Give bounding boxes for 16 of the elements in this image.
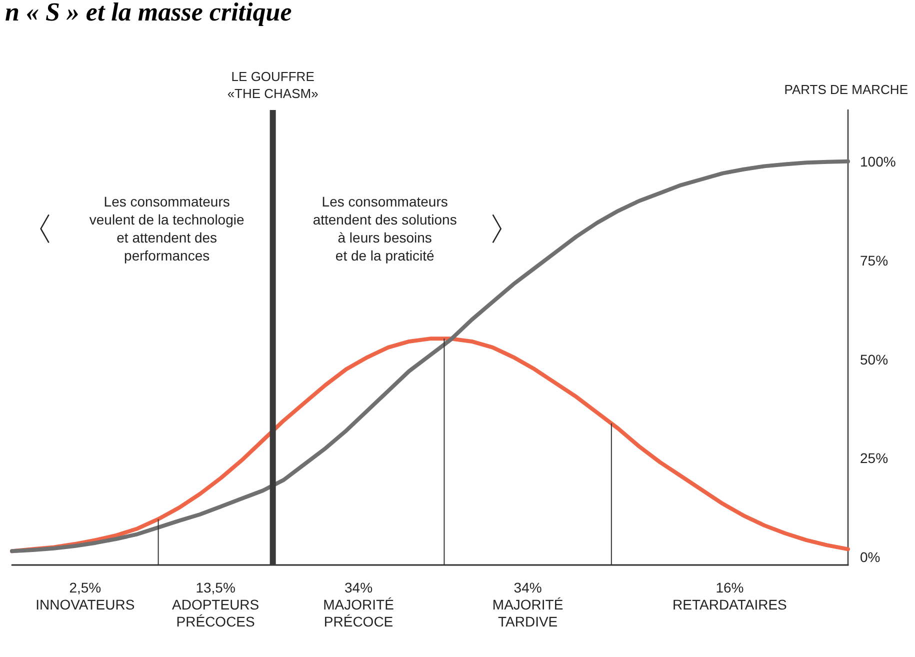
annotation: Les consommateurs attendent des solutions à leurs besoins et de la praticité: [312, 194, 457, 264]
text: 34% MAJORITÉ PRÉCOCE: [323, 580, 394, 630]
y-tick-label: 75%: [860, 252, 888, 268]
y-tick-label: 50%: [860, 351, 888, 368]
chart-title: n « S » et la masse critique: [5, 0, 292, 26]
text: 16% RETARDATAIRES: [672, 580, 787, 612]
text: 2,5% INNOVATEURS: [36, 580, 135, 612]
y-axis-title: PARTS DE MARCHE: [784, 82, 908, 97]
text: LE GOUFFRE «THE CHASM»: [227, 69, 318, 101]
text: 13,5% ADOPTEURS PRÉCOCES: [172, 580, 260, 630]
y-tick-label: 25%: [860, 450, 888, 466]
line-series: [10, 159, 850, 554]
text: 34% MAJORITÉ TARDIVE: [492, 580, 564, 630]
y-tick-label: 0%: [860, 549, 880, 566]
annotation: Les consommateurs veulent de la technologie et attendent des performances: [89, 194, 244, 264]
y-tick-label: 100%: [860, 153, 896, 170]
